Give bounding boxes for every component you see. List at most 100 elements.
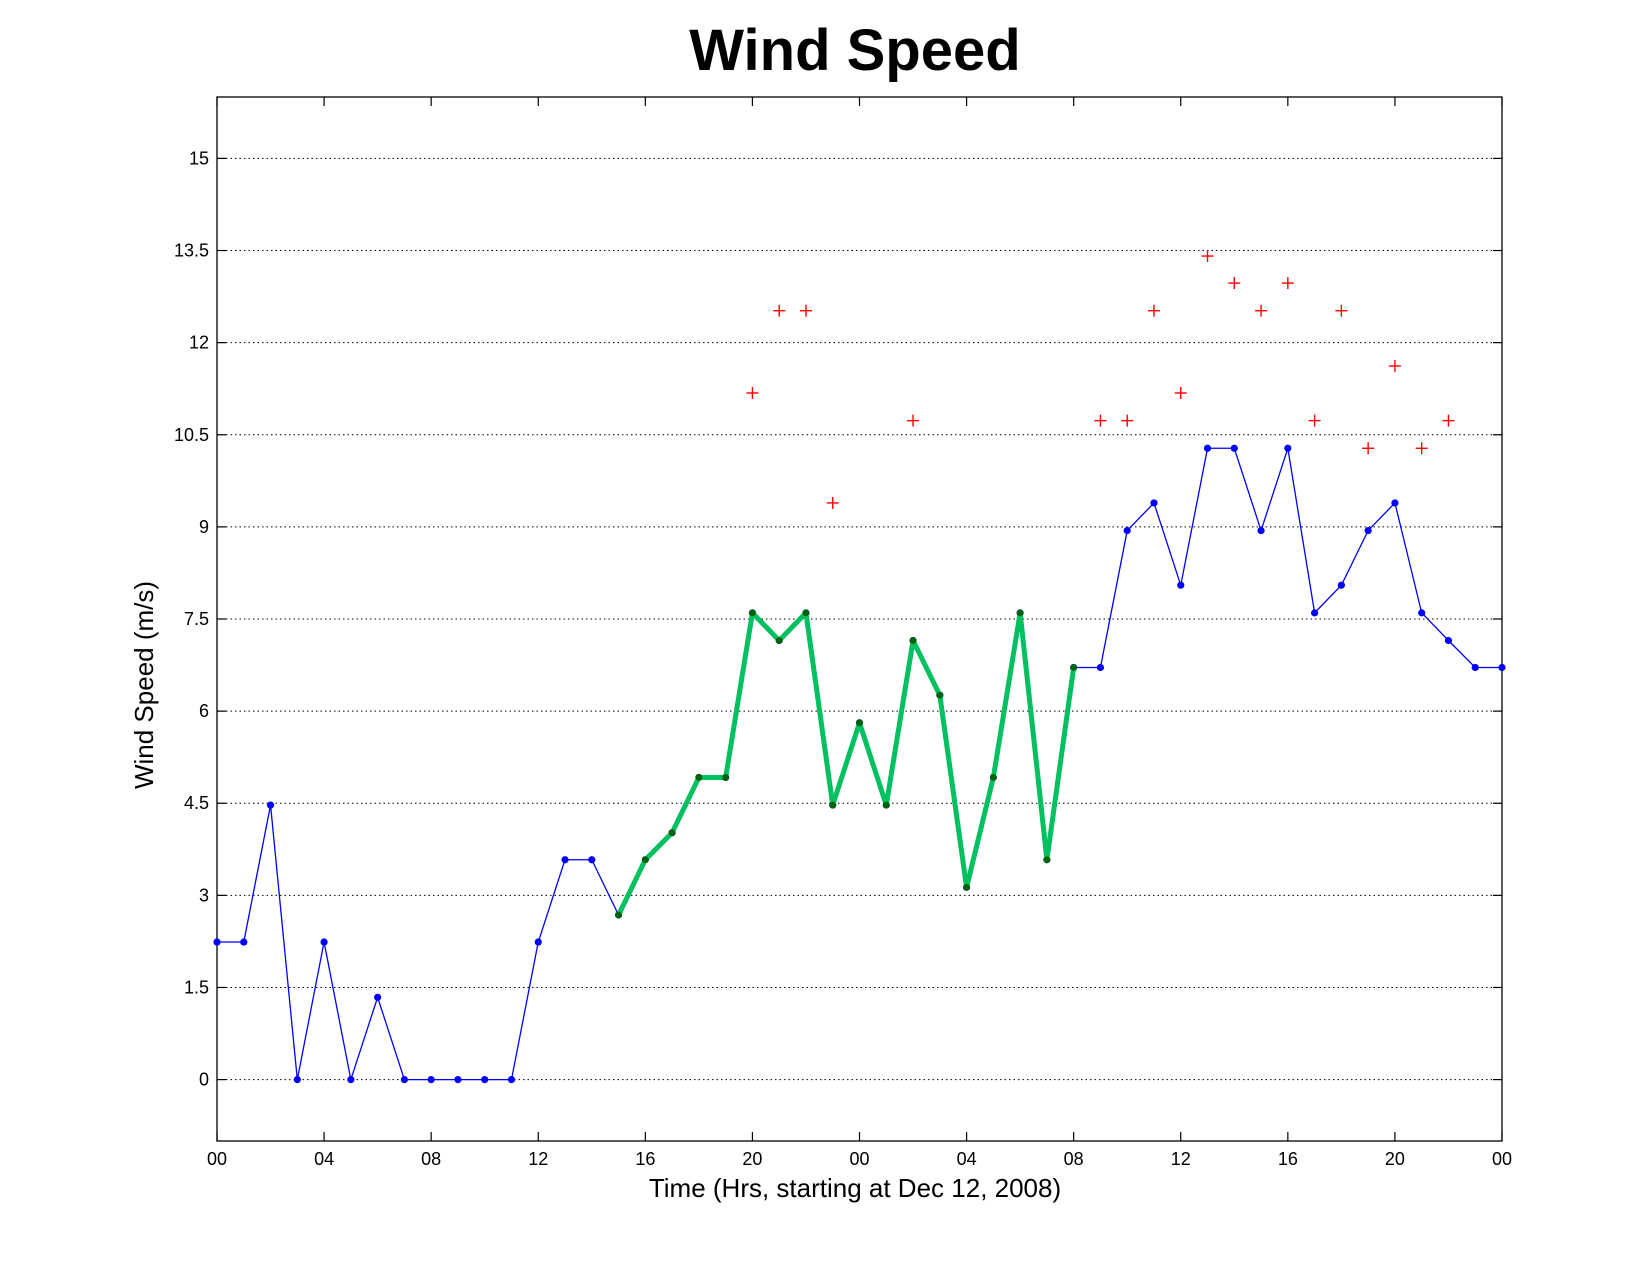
x-tick-label: 16 xyxy=(635,1149,655,1169)
red-plus-point xyxy=(1362,442,1375,455)
green-point xyxy=(641,856,649,864)
y-tick-label: 7.5 xyxy=(184,609,209,629)
blue-point xyxy=(1177,581,1185,589)
x-tick-label: 00 xyxy=(207,1149,227,1169)
y-tick-label: 12 xyxy=(189,333,209,353)
plot-frame xyxy=(216,96,1503,1142)
y-tick-label: 13.5 xyxy=(174,241,209,261)
chart-title: Wind Speed xyxy=(689,18,1020,83)
blue-point xyxy=(240,938,248,946)
axis-ticks: 0 1.5 3 4.5 6 7.5 9 10.5 12 13.5 15 00 04 08 12 16 20 00 0… xyxy=(174,97,1512,1169)
red-plus-point xyxy=(773,304,786,317)
red-plus-point xyxy=(799,304,812,317)
green-point xyxy=(882,801,890,809)
green-point xyxy=(722,774,730,781)
blue-point xyxy=(1123,526,1131,535)
red-plus-point xyxy=(1228,277,1241,290)
green-point xyxy=(829,801,837,809)
x-tick-label: 12 xyxy=(528,1149,548,1169)
y-tick-label: 6 xyxy=(199,701,209,721)
blue-point xyxy=(374,993,382,1001)
y-tick-label: 1.5 xyxy=(184,977,209,997)
blue-series-line xyxy=(217,447,1502,1083)
blue-point xyxy=(1257,526,1265,535)
green-point xyxy=(695,774,703,781)
blue-point xyxy=(1311,609,1319,617)
x-tick-label: 00 xyxy=(849,1149,869,1169)
red-plus-point xyxy=(907,414,920,427)
red-plus-point xyxy=(1121,414,1134,427)
blue-point xyxy=(561,856,569,864)
green-point xyxy=(909,637,917,644)
blue-point xyxy=(481,1075,489,1084)
x-tick-label: 04 xyxy=(314,1149,334,1169)
blue-point xyxy=(400,1075,408,1084)
x-axis-label: Time (Hrs, starting at Dec 12, 2008) xyxy=(649,1173,1061,1203)
red-plus-point xyxy=(1201,250,1214,263)
red-plus-point xyxy=(1442,414,1455,427)
red-plus-point xyxy=(1308,414,1321,427)
blue-point xyxy=(454,1075,462,1084)
blue-point xyxy=(1444,636,1453,645)
green-point xyxy=(1016,609,1024,617)
blue-point xyxy=(1391,499,1399,507)
data-series xyxy=(213,250,1506,1084)
x-tick-label: 20 xyxy=(742,1149,762,1169)
blue-point xyxy=(1337,581,1345,589)
blue-point xyxy=(213,938,221,946)
blue-point xyxy=(1471,663,1479,672)
red-plus-point xyxy=(1094,414,1107,427)
green-series-line xyxy=(616,610,1077,917)
green-point xyxy=(802,609,810,617)
red-plus-point xyxy=(1147,304,1160,317)
red-plus-point xyxy=(1335,304,1348,317)
red-plus-point xyxy=(826,496,839,509)
blue-point xyxy=(347,1075,355,1084)
blue-point xyxy=(293,1075,301,1084)
blue-point xyxy=(1150,499,1158,507)
red-plus-point xyxy=(1255,304,1268,317)
green-point xyxy=(775,637,783,644)
green-point xyxy=(936,691,944,699)
y-tick-label: 9 xyxy=(199,517,209,537)
y-tick-label: 15 xyxy=(189,148,209,168)
blue-point xyxy=(588,856,596,864)
green-point xyxy=(1043,856,1051,864)
blue-point xyxy=(1498,663,1506,672)
blue-point xyxy=(507,1075,516,1084)
red-plus-point xyxy=(746,387,759,400)
red-plus-point xyxy=(1281,277,1294,290)
y-tick-label: 3 xyxy=(199,885,209,905)
green-point xyxy=(963,883,970,891)
y-tick-label: 4.5 xyxy=(184,793,209,813)
green-point xyxy=(615,911,622,919)
blue-point xyxy=(1284,444,1292,452)
x-tick-label: 04 xyxy=(957,1149,977,1169)
blue-point xyxy=(1418,609,1426,617)
x-tick-label: 00 xyxy=(1492,1149,1512,1169)
red-plus-point xyxy=(1388,359,1401,372)
y-tick-label: 0 xyxy=(199,1070,209,1090)
x-tick-label: 08 xyxy=(1064,1149,1084,1169)
blue-point xyxy=(1230,444,1238,452)
green-point xyxy=(749,609,756,617)
red-plus-point xyxy=(1415,442,1428,455)
blue-point xyxy=(427,1075,435,1084)
green-point xyxy=(989,774,997,781)
blue-point xyxy=(1364,526,1372,535)
blue-point xyxy=(534,938,542,946)
x-tick-label: 16 xyxy=(1278,1149,1298,1169)
blue-point xyxy=(1203,444,1212,452)
y-axis-label: Wind Speed (m/s) xyxy=(129,581,159,789)
green-point xyxy=(668,829,676,837)
blue-point xyxy=(320,938,328,946)
x-tick-label: 20 xyxy=(1385,1149,1405,1169)
x-tick-label: 08 xyxy=(421,1149,441,1169)
grid-lines xyxy=(217,157,1502,1081)
red-plus-point xyxy=(1174,387,1187,400)
green-point xyxy=(856,719,863,727)
blue-point xyxy=(266,801,275,809)
green-point xyxy=(1070,664,1078,671)
x-tick-label: 12 xyxy=(1171,1149,1191,1169)
